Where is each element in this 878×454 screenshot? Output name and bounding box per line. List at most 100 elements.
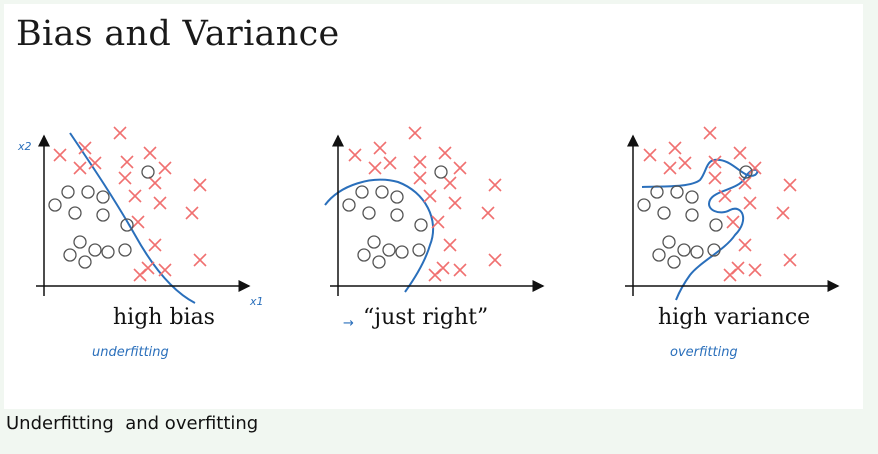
y-axis-label: x2 (17, 140, 32, 153)
cross-stroke (708, 171, 722, 185)
cross-mark (373, 141, 387, 155)
cross-stroke (113, 126, 127, 140)
circle-mark (357, 248, 371, 262)
cross-mark (53, 148, 67, 162)
cross-mark (131, 215, 145, 229)
cross-stroke (703, 126, 717, 140)
x-axis-label: x1 (249, 295, 264, 308)
circle-mark (118, 243, 132, 257)
cross-mark (348, 148, 362, 162)
circle-mark (414, 218, 428, 232)
circle-mark (375, 185, 389, 199)
circle-mark (68, 206, 82, 220)
circle-mark (81, 185, 95, 199)
circle-mark (96, 208, 110, 222)
circle-mark (120, 218, 134, 232)
panel-high-variance: high variance overfitting (625, 126, 840, 360)
cross-stroke (78, 141, 92, 155)
cross-stroke (131, 215, 145, 229)
cross-mark (428, 268, 442, 282)
circle-mark (367, 235, 381, 249)
circle-mark (690, 245, 704, 259)
cross-stroke (368, 161, 382, 175)
circle-mark (434, 165, 448, 179)
cross-stroke (438, 146, 452, 160)
circle-mark (382, 243, 396, 257)
cross-mark (383, 156, 397, 170)
cross-mark (733, 146, 747, 160)
cross-stroke (678, 156, 692, 170)
cross-mark (643, 148, 657, 162)
cross-stroke (643, 148, 657, 162)
cross-stroke (748, 263, 762, 277)
cross-stroke (448, 196, 462, 210)
panel-high-bias: high bias underfitting (36, 126, 251, 360)
cross-stroke (383, 156, 397, 170)
cross-mark (776, 206, 790, 220)
cross-mark (368, 161, 382, 175)
circle-mark (395, 245, 409, 259)
cross-mark (78, 141, 92, 155)
cross-stroke (143, 146, 157, 160)
cross-stroke (723, 268, 737, 282)
circle-mark (707, 243, 721, 257)
cross-stroke (488, 253, 502, 267)
circle-mark (685, 208, 699, 222)
circle-mark (96, 190, 110, 204)
cross-stroke (73, 161, 87, 175)
cross-mark (748, 263, 762, 277)
decision-boundary-linear (69, 132, 196, 304)
cross-mark (413, 171, 427, 185)
circle-mark (412, 243, 426, 257)
cross-mark (726, 215, 740, 229)
cross-mark (431, 215, 445, 229)
cross-mark (453, 161, 467, 175)
circle-mark (667, 255, 681, 269)
cross-stroke (663, 161, 677, 175)
cross-mark (185, 206, 199, 220)
cross-stroke (783, 253, 797, 267)
cross-mark (148, 176, 162, 190)
circle-mark (78, 255, 92, 269)
cross-stroke (128, 189, 142, 203)
cross-stroke (443, 238, 457, 252)
circle-mark (657, 206, 671, 220)
circle-mark (709, 218, 723, 232)
circle-mark (372, 255, 386, 269)
cross-stroke (428, 268, 442, 282)
cross-mark (448, 196, 462, 210)
cross-stroke (118, 171, 132, 185)
arrow-right-icon: → (343, 316, 354, 331)
cross-stroke (733, 146, 747, 160)
cross-stroke (718, 189, 732, 203)
cross-mark (128, 189, 142, 203)
cross-stroke (743, 196, 757, 210)
cross-mark (481, 206, 495, 220)
circle-mark (61, 185, 75, 199)
circle-mark (637, 198, 651, 212)
circle-mark (739, 165, 753, 179)
cross-stroke (708, 155, 722, 169)
circle-mark (390, 208, 404, 222)
cross-stroke (185, 206, 199, 220)
cross-mark (488, 178, 502, 192)
cross-mark (193, 178, 207, 192)
circle-mark (362, 206, 376, 220)
cross-mark (443, 176, 457, 190)
cross-mark (443, 238, 457, 252)
cross-stroke (481, 206, 495, 220)
panel-label-high-bias: high bias (113, 305, 215, 330)
cross-stroke (423, 189, 437, 203)
cross-mark (703, 126, 717, 140)
cross-stroke (443, 176, 457, 190)
cross-stroke (783, 178, 797, 192)
cross-stroke (776, 206, 790, 220)
cross-mark (158, 263, 172, 277)
cross-mark (88, 156, 102, 170)
cross-stroke (453, 263, 467, 277)
panel-note-overfitting: overfitting (670, 345, 738, 360)
cross-mark (663, 161, 677, 175)
cross-mark (718, 189, 732, 203)
cross-mark (118, 171, 132, 185)
cross-stroke (348, 148, 362, 162)
